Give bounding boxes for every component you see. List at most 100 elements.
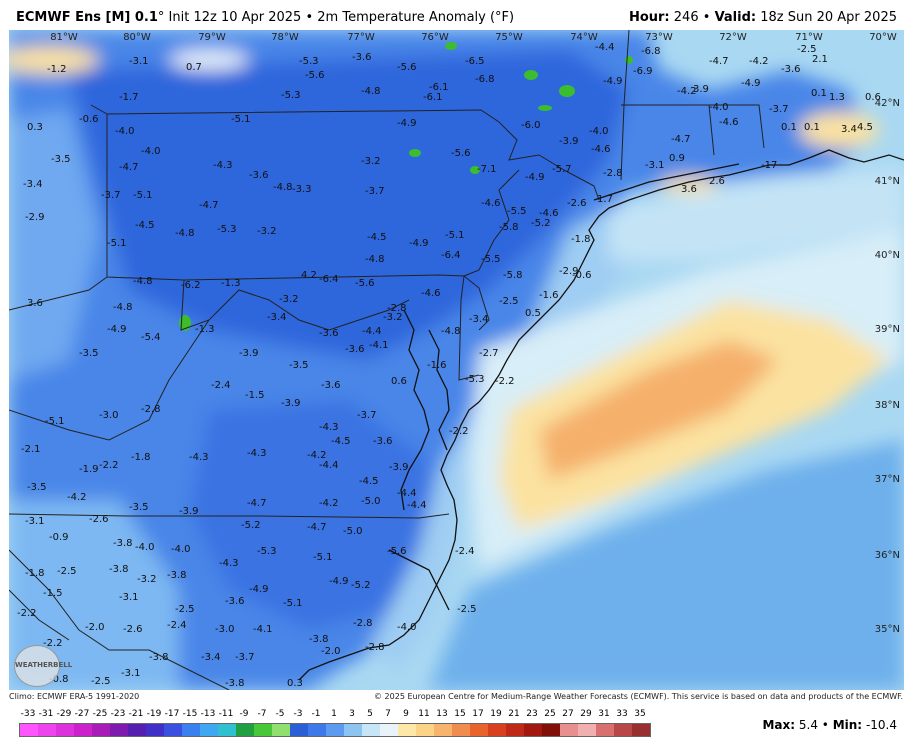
anomaly-value-label: -4.0 [135,542,155,553]
legend-tick-label: -9 [239,709,249,719]
anomaly-value-label: -4.8 [113,302,133,313]
legend-tick-label: 15 [454,709,466,719]
anomaly-value-label: -4.8 [441,326,461,337]
legend-tick-label: -1 [311,709,321,719]
legend-swatch [452,724,470,736]
anomaly-value-label: -5.6 [387,546,407,557]
max-value: 5.4 [798,718,818,732]
anomaly-value-label: -1.6 [539,290,559,301]
anomaly-value-label: -2.5 [457,604,477,615]
legend-tick-label: 31 [598,709,610,719]
anomaly-value-label: -3.8 [149,652,169,663]
legend-swatch [218,724,236,736]
anomaly-value-label: -3.7 [365,186,385,197]
legend-swatch [416,724,434,736]
anomaly-value-label: -6.9 [633,66,653,77]
legend-swatch [146,724,164,736]
anomaly-value-label: -2.8 [141,404,161,415]
anomaly-value-label: -3.4 [267,312,287,323]
longitude-label: 72°W [719,32,747,43]
legend-tick-label: -31 [38,709,54,719]
legend-swatch [326,724,344,736]
legend-swatch [578,724,596,736]
longitude-label: 75°W [495,32,523,43]
latitude-label: 40°N [875,250,900,261]
longitude-label: 78°W [271,32,299,43]
anomaly-value-label: -4.4 [595,42,615,53]
anomaly-value-label: 4.5 [857,122,873,133]
longitude-label: 81°W [50,32,78,43]
anomaly-value-label: -4.3 [247,448,267,459]
anomaly-value-label: -3.1 [129,56,149,67]
anomaly-value-label: -3.8 [225,678,245,689]
anomaly-value-label: -2.8 [387,303,407,314]
anomaly-value-label: -3.7 [769,104,789,115]
anomaly-value-label: 0.3 [287,678,303,689]
legend-tick-label: 17 [472,709,484,719]
anomaly-value-label: -1.3 [221,278,241,289]
anomaly-value-label: -3.6 [319,328,339,339]
state-borders [9,30,765,690]
anomaly-value-label: -3.9 [281,398,301,409]
anomaly-value-label: -5.6 [305,70,325,81]
longitude-label: 77°W [347,32,375,43]
anomaly-value-label: -4.5 [135,220,155,231]
anomaly-value-label: -4.2 [307,450,327,461]
legend-swatch [254,724,272,736]
legend-tick-label: 11 [418,709,430,719]
valid-time: 18z Sun 20 Apr 2025 [760,10,897,25]
longitude-label: 79°W [198,32,226,43]
anomaly-value-label: -6.1 [423,92,443,103]
anomaly-value-label: -3.6 [352,52,372,63]
legend-swatch [200,724,218,736]
anomaly-value-label: -3.0 [215,624,235,635]
anomaly-value-label: 2.6 [709,176,725,187]
anomaly-value-label: 3.6 [27,298,43,309]
legend-tick-label: 13 [436,709,448,719]
anomaly-value-label: -0.9 [49,532,69,543]
anomaly-value-label: -7.1 [477,164,497,175]
legend-tick-label: -23 [110,709,126,719]
anomaly-value-label: -4.1 [253,624,273,635]
anomaly-value-label: -4.7 [671,134,691,145]
legend-swatch [506,724,524,736]
field-name: 2m Temperature Anomaly (°F) [317,10,515,25]
anomaly-value-label: -4.8 [365,254,385,265]
anomaly-value-label: -5.3 [257,546,277,557]
anomaly-value-label: -3.8 [109,564,129,575]
anomaly-value-label: -3.4 [469,314,489,325]
anomaly-value-label: 0.7 [186,62,202,73]
anomaly-value-label: 0.1 [781,122,797,133]
anomaly-value-label: -3.4 [201,652,221,663]
anomaly-map[interactable]: 81°W 80°W 79°W 78°W 77°W 76°W 75°W 74°W 73°W 72°W… [9,30,904,690]
legend-tick-label: 5 [367,709,373,719]
anomaly-value-label: -3.7 [235,652,255,663]
anomaly-value-label: -4.6 [421,288,441,299]
anomaly-value-label: -4.4 [362,326,382,337]
anomaly-value-label: -5.4 [141,332,161,343]
anomaly-value-label: -2.4 [167,620,187,631]
anomaly-value-label: -1.5 [245,390,265,401]
anomaly-value-label: -6.4 [319,274,339,285]
longitude-label: 71°W [795,32,823,43]
legend-tick-label: -25 [92,709,108,719]
legend-tick-label: -29 [56,709,72,719]
anomaly-value-label: -4.3 [189,452,209,463]
lon-labels: 81°W 80°W 79°W 78°W 77°W 76°W 75°W 74°W 73°W 72°W… [50,32,897,43]
legend-tick-label: -3 [293,709,303,719]
anomaly-value-label: -6.8 [475,74,495,85]
anomaly-value-label: -3.6 [225,596,245,607]
anomaly-value-label: -4.0 [115,126,135,137]
legend-tick-label: 9 [403,709,409,719]
legend-swatch [164,724,182,736]
legend-swatch [290,724,308,736]
anomaly-value-label: 1.7 [597,194,613,205]
legend-swatch [344,724,362,736]
anomaly-value-label: -1.8 [571,234,591,245]
latitude-label: 36°N [875,550,900,561]
anomaly-value-label: -4.9 [603,76,623,87]
anomaly-value-label: -3.1 [25,516,45,527]
anomaly-value-label: -3.5 [79,348,99,359]
anomaly-value-label: -4.5 [367,232,387,243]
max-min-readout: Max: 5.4 • Min: -10.4 [762,718,897,732]
